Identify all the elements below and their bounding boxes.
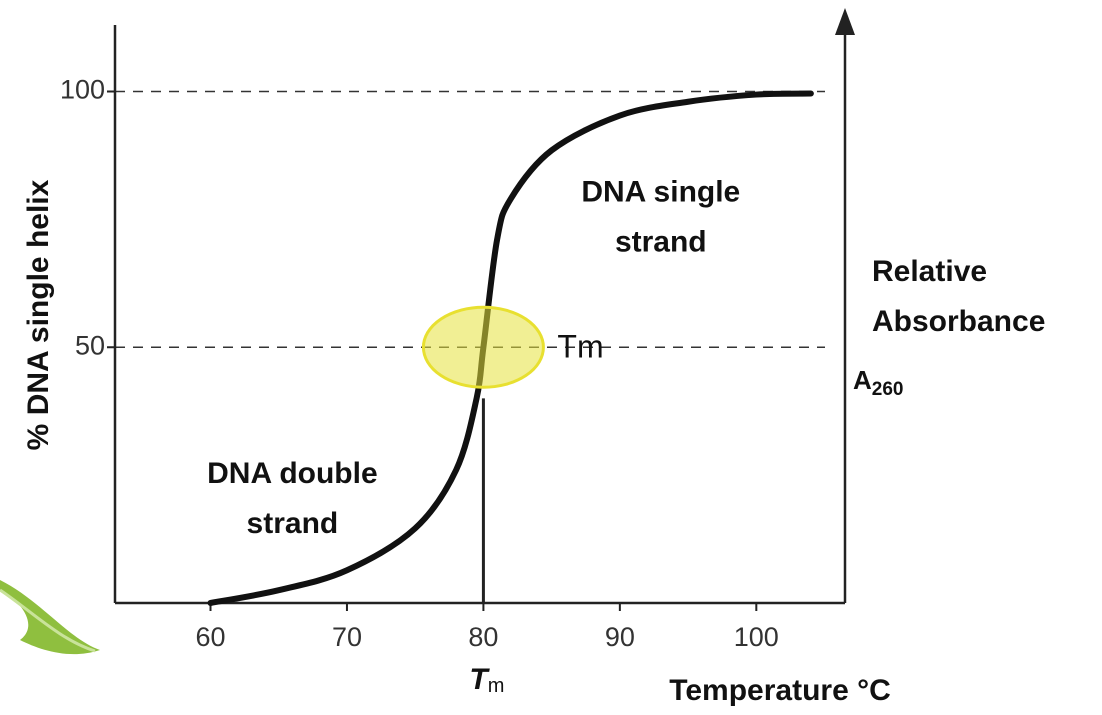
right-axis-symbol-main: A xyxy=(853,365,872,395)
region-label: strand xyxy=(615,226,707,259)
leaf-decoration xyxy=(0,588,96,653)
x-tick-label: 60 xyxy=(195,622,225,652)
right-axis-label: Relative xyxy=(872,255,987,288)
x-tick-label: 90 xyxy=(605,622,635,652)
region-label: DNA double xyxy=(207,457,378,490)
axis-arrow xyxy=(835,8,855,35)
y-axis-label: % DNA single helix xyxy=(22,179,55,450)
right-axis-symbol: A260 xyxy=(853,365,903,400)
x-tick-label: 80 xyxy=(468,622,498,652)
tm-axis-label-main: T xyxy=(469,663,490,696)
x-tick-label: 100 xyxy=(734,622,779,652)
region-label: strand xyxy=(247,507,339,540)
region-label: DNA single xyxy=(581,176,740,209)
right-axis-label: Absorbance xyxy=(872,305,1045,338)
x-axis-label: Temperature °C xyxy=(669,674,891,707)
tm-axis-label: Tm xyxy=(469,663,504,697)
tm-highlight xyxy=(421,305,545,389)
x-tick-label: 70 xyxy=(332,622,362,652)
tm-annotation: Tm xyxy=(557,329,603,365)
data-line xyxy=(207,90,814,606)
y-tick-label: 100 xyxy=(60,75,105,105)
tm-axis-label-sub: m xyxy=(488,675,505,697)
y-tick-label: 50 xyxy=(75,330,105,360)
right-axis-symbol-sub: 260 xyxy=(872,379,904,400)
leaf-decoration xyxy=(0,580,100,655)
